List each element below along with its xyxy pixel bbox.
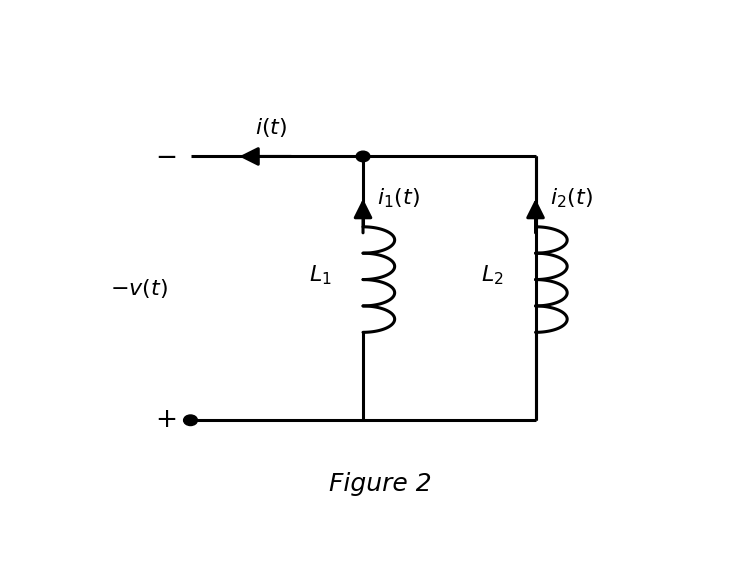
- Text: $L_1$: $L_1$: [309, 263, 332, 287]
- Text: $-v(t)$: $-v(t)$: [110, 277, 168, 300]
- Text: $+$: $+$: [155, 407, 176, 433]
- Text: $-$: $-$: [155, 143, 176, 170]
- Text: Figure 2: Figure 2: [329, 472, 432, 496]
- Circle shape: [183, 415, 197, 425]
- Circle shape: [356, 151, 370, 162]
- Text: $i_2(t)$: $i_2(t)$: [550, 186, 593, 210]
- Text: $i_1(t)$: $i_1(t)$: [378, 186, 420, 210]
- Text: $i(t)$: $i(t)$: [255, 116, 287, 139]
- Text: $L_2$: $L_2$: [482, 263, 504, 287]
